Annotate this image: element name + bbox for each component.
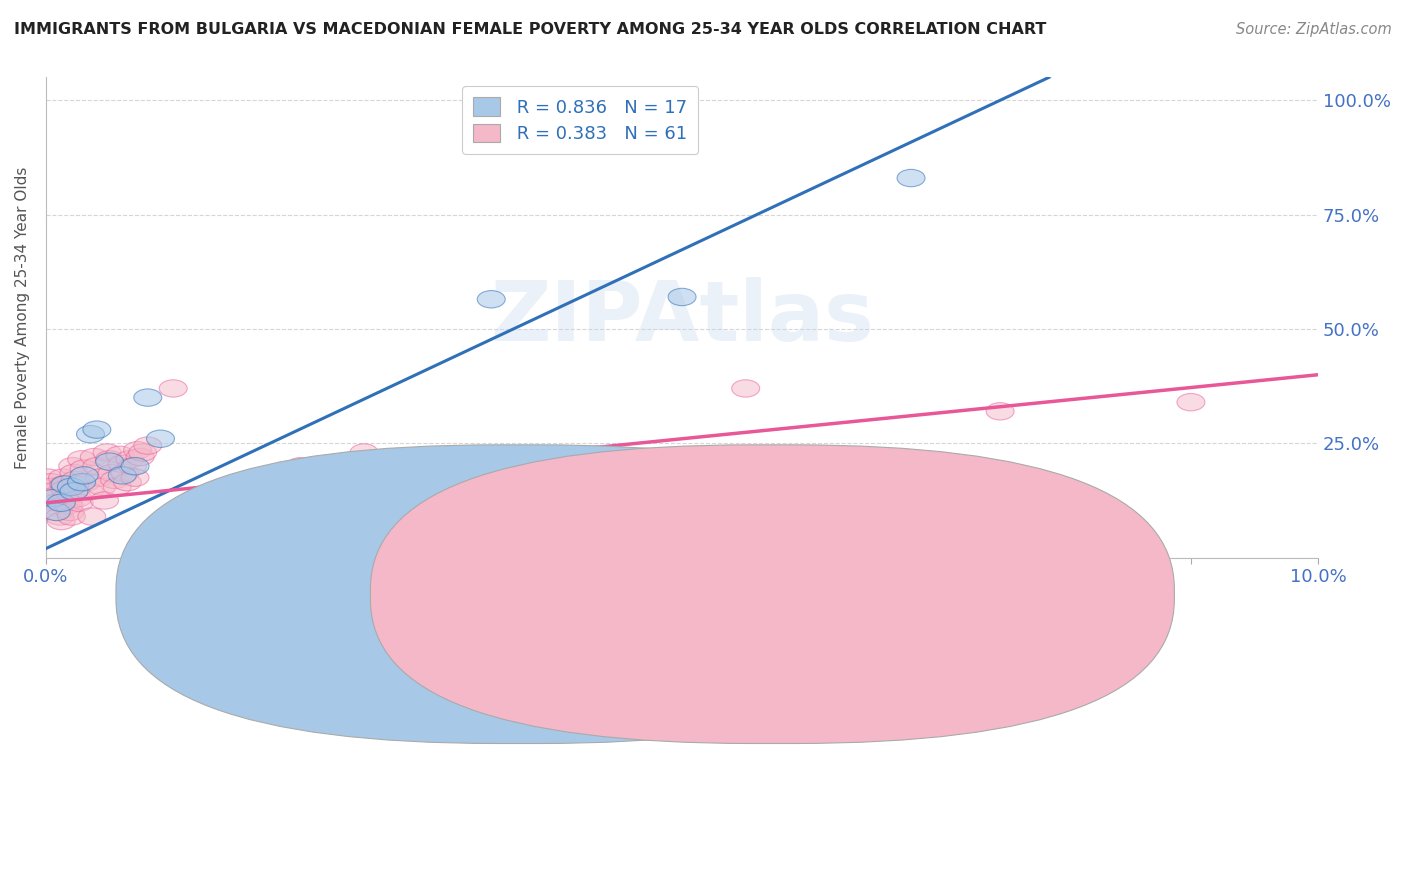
Ellipse shape [52, 490, 80, 507]
Ellipse shape [70, 467, 98, 484]
Ellipse shape [56, 503, 84, 521]
Ellipse shape [516, 531, 543, 548]
Ellipse shape [118, 458, 146, 475]
Ellipse shape [80, 449, 108, 466]
Ellipse shape [108, 455, 136, 473]
Ellipse shape [111, 465, 139, 482]
Ellipse shape [477, 291, 505, 308]
Ellipse shape [477, 453, 505, 470]
Ellipse shape [41, 487, 69, 505]
Ellipse shape [127, 449, 155, 466]
Ellipse shape [222, 490, 250, 507]
Ellipse shape [77, 508, 105, 525]
Ellipse shape [58, 508, 86, 525]
Text: Source: ZipAtlas.com: Source: ZipAtlas.com [1236, 22, 1392, 37]
Ellipse shape [124, 442, 152, 458]
Ellipse shape [114, 474, 142, 491]
Ellipse shape [796, 459, 824, 477]
Ellipse shape [67, 474, 96, 491]
Ellipse shape [48, 512, 76, 530]
Text: Immigrants from Bulgaria: Immigrants from Bulgaria [544, 585, 758, 603]
Ellipse shape [115, 450, 143, 468]
Ellipse shape [55, 496, 83, 514]
Ellipse shape [159, 380, 187, 397]
Ellipse shape [93, 444, 121, 461]
Text: ZIPAtlas: ZIPAtlas [491, 277, 875, 358]
Ellipse shape [89, 478, 115, 495]
FancyBboxPatch shape [115, 445, 920, 744]
Legend:  R = 0.836   N = 17,  R = 0.383   N = 61: R = 0.836 N = 17, R = 0.383 N = 61 [463, 87, 699, 154]
Ellipse shape [49, 469, 76, 486]
Ellipse shape [134, 437, 162, 454]
Ellipse shape [287, 458, 315, 475]
Ellipse shape [108, 467, 136, 484]
Ellipse shape [1177, 393, 1205, 411]
Ellipse shape [413, 450, 441, 468]
Ellipse shape [668, 501, 696, 518]
Ellipse shape [39, 483, 67, 500]
Ellipse shape [96, 450, 124, 468]
Y-axis label: Female Poverty Among 25-34 Year Olds: Female Poverty Among 25-34 Year Olds [15, 167, 30, 468]
Ellipse shape [62, 481, 90, 498]
Ellipse shape [101, 471, 129, 489]
Ellipse shape [60, 483, 89, 500]
Ellipse shape [70, 459, 98, 477]
Ellipse shape [37, 474, 65, 491]
Ellipse shape [53, 494, 82, 511]
Ellipse shape [42, 494, 70, 511]
Ellipse shape [38, 490, 66, 507]
Ellipse shape [134, 389, 162, 406]
Ellipse shape [897, 169, 925, 186]
Ellipse shape [35, 469, 62, 486]
Ellipse shape [146, 430, 174, 448]
Ellipse shape [90, 491, 118, 509]
Ellipse shape [103, 478, 131, 495]
Ellipse shape [86, 469, 114, 486]
Text: Macedonians: Macedonians [800, 585, 910, 603]
Ellipse shape [83, 421, 111, 438]
Ellipse shape [42, 503, 70, 521]
Ellipse shape [129, 444, 156, 461]
Ellipse shape [62, 471, 89, 489]
Ellipse shape [44, 499, 72, 516]
Ellipse shape [96, 453, 124, 470]
Ellipse shape [60, 465, 89, 482]
Ellipse shape [46, 508, 75, 525]
Ellipse shape [38, 478, 66, 495]
Ellipse shape [49, 475, 77, 493]
Ellipse shape [59, 458, 87, 475]
Ellipse shape [350, 444, 378, 461]
Ellipse shape [63, 490, 91, 507]
Ellipse shape [731, 380, 759, 397]
Ellipse shape [105, 446, 134, 464]
Ellipse shape [986, 402, 1014, 420]
Ellipse shape [51, 475, 79, 493]
Ellipse shape [65, 494, 93, 511]
FancyBboxPatch shape [370, 445, 1174, 744]
Ellipse shape [121, 469, 149, 486]
Ellipse shape [45, 503, 73, 521]
Ellipse shape [48, 494, 76, 511]
Ellipse shape [668, 288, 696, 306]
Ellipse shape [76, 425, 104, 442]
Ellipse shape [98, 465, 127, 482]
Ellipse shape [76, 483, 103, 500]
Ellipse shape [51, 481, 79, 498]
Ellipse shape [67, 450, 96, 468]
Ellipse shape [83, 458, 111, 475]
Text: IMMIGRANTS FROM BULGARIA VS MACEDONIAN FEMALE POVERTY AMONG 25-34 YEAR OLDS CORR: IMMIGRANTS FROM BULGARIA VS MACEDONIAN F… [14, 22, 1046, 37]
Ellipse shape [58, 478, 86, 495]
Ellipse shape [121, 458, 149, 475]
Ellipse shape [73, 474, 101, 491]
